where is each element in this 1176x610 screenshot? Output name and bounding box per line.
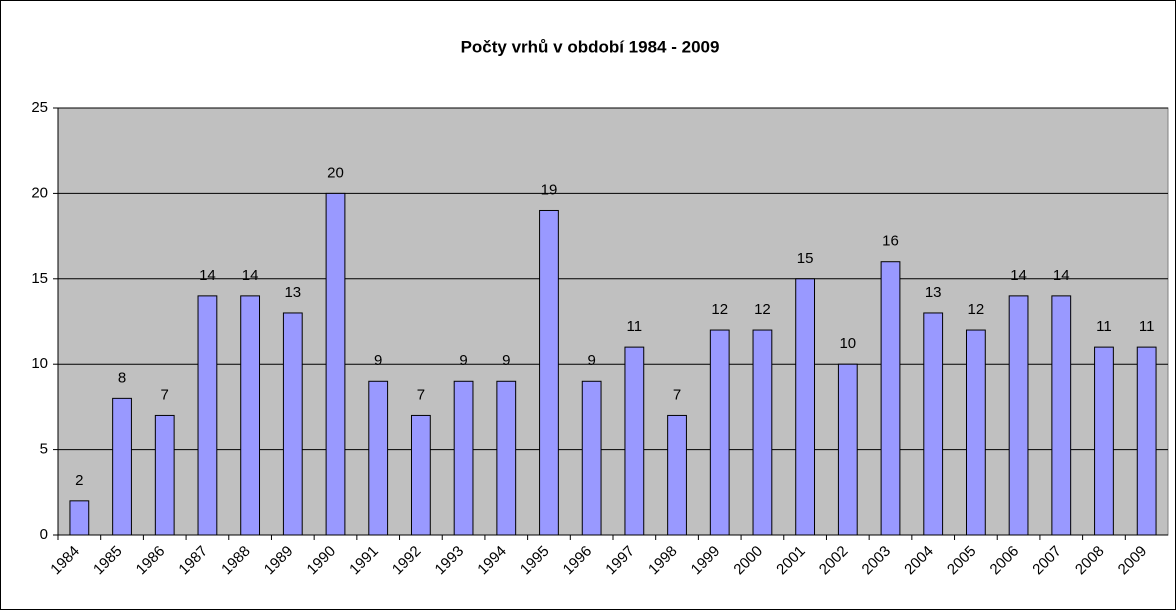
data-label: 14 [242,267,259,284]
bar [752,329,773,536]
data-label: 9 [374,352,382,369]
data-label: 9 [459,352,467,369]
data-label: 11 [1096,318,1112,335]
data-label: 11 [627,318,643,335]
data-label: 2 [75,472,83,489]
bar [410,414,431,536]
y-tick-label: 0 [40,526,48,543]
y-tick-label: 20 [31,184,48,201]
bar [496,380,517,536]
data-label: 12 [968,301,985,318]
y-tick-label: 25 [31,99,48,116]
data-label: 10 [839,335,856,352]
bar [1051,295,1072,536]
bar [624,346,645,536]
bar [69,500,90,536]
data-label: 9 [587,352,595,369]
data-label: 20 [327,164,344,181]
bar [965,329,986,536]
bar [667,414,687,536]
bar [325,192,346,536]
data-label: 13 [925,284,942,301]
bar [453,380,474,536]
chart-title: Počty vrhů v období 1984 - 2009 [461,37,720,56]
data-label: 8 [118,369,126,386]
data-label: 13 [284,284,301,301]
bar [880,261,901,536]
bar [1094,346,1114,536]
data-label: 14 [1010,267,1027,284]
data-label: 12 [711,301,728,318]
bar [1136,346,1157,536]
data-label: 19 [541,181,558,198]
bar [795,278,816,536]
data-label: 7 [417,386,425,403]
y-tick-label: 5 [40,441,48,458]
bar [709,329,730,536]
data-label: 7 [673,386,681,403]
y-tick-label: 10 [31,355,48,372]
data-label: 7 [161,386,169,403]
bar [539,209,559,536]
data-label: 16 [882,233,899,250]
bar [282,312,303,536]
data-label: 11 [1139,318,1155,335]
y-tick-label: 15 [31,270,48,287]
bar [837,363,858,536]
bar [112,397,132,536]
bar [1008,295,1029,536]
bar [154,414,175,536]
data-label: 14 [1053,267,1070,284]
bar [923,312,944,536]
data-label: 9 [502,352,510,369]
bar [197,295,218,536]
data-label: 14 [199,267,216,284]
bar [240,295,261,536]
bar [368,380,389,536]
plot-area [57,107,1169,536]
data-label: 12 [754,301,771,318]
data-label: 15 [797,250,814,267]
bar [581,380,602,536]
